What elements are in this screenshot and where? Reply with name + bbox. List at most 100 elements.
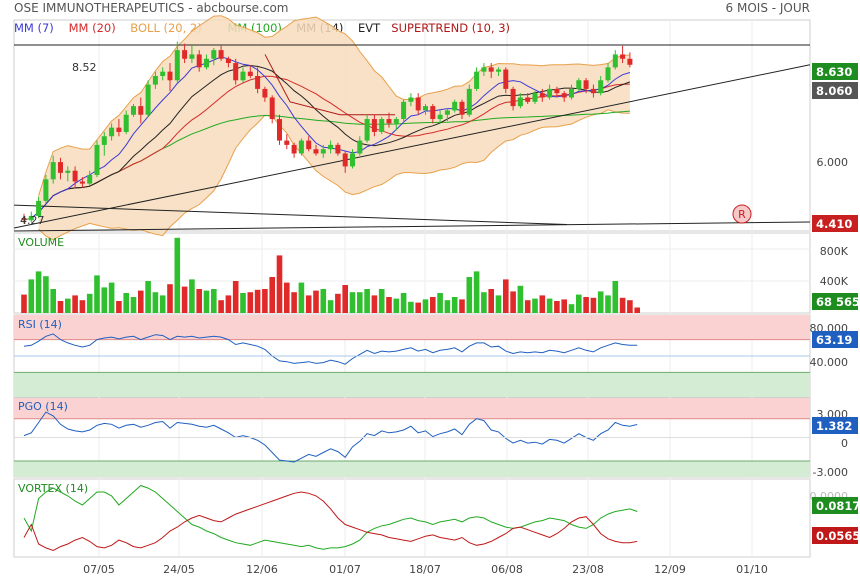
candle-body: [291, 144, 297, 154]
volume-bar: [539, 295, 546, 313]
volume-bar: [313, 290, 319, 313]
x-tick-label: 23/08: [572, 563, 604, 576]
pgo-oversold-zone: [14, 461, 810, 477]
volume-bar: [305, 295, 312, 313]
candle-body: [298, 140, 304, 154]
low-line-label: 4.27: [20, 214, 45, 227]
candle-body: [131, 106, 136, 115]
candle-body: [109, 127, 115, 137]
legend-item: BOLL (20, 2): [130, 21, 201, 35]
volume-bar: [320, 289, 327, 313]
volume-bar: [327, 300, 334, 313]
indicator-legend: MM (7)MM (20)BOLL (20, 2)MM (100)MM (14)…: [14, 21, 510, 35]
candle-body: [517, 97, 523, 107]
badge-pgo-text: 1.382: [816, 419, 852, 433]
badge-vortex-plus-text: 0.0817: [816, 499, 860, 513]
badge-low-4410-text: 4.410: [816, 217, 852, 231]
volume-bar: [269, 277, 275, 313]
volume-bar: [349, 292, 356, 313]
candle-body: [101, 136, 107, 145]
volume-bar: [79, 300, 86, 313]
volume-bar: [145, 281, 151, 313]
volume-bar: [35, 271, 42, 313]
volume-bar: [422, 299, 429, 313]
volume-bar: [364, 289, 370, 313]
volume-bar: [298, 282, 305, 313]
volume-bar: [254, 289, 261, 313]
candle-body: [87, 175, 93, 184]
candle-body: [196, 54, 202, 68]
legend-item: MM (7): [14, 21, 54, 35]
candle-body: [547, 88, 553, 98]
badge-vortex-plus: [812, 497, 858, 514]
candle-body: [474, 71, 480, 89]
candle-body: [123, 114, 129, 132]
rsi-tick-40: 40.000: [810, 356, 849, 369]
ma14-line: [38, 64, 631, 213]
candle-body: [138, 106, 144, 115]
pgo-overbought-zone: [14, 398, 810, 419]
bollinger-band-fill: [38, 15, 630, 240]
r-marker-label: R: [738, 208, 746, 221]
pgo-tick-neg3: -3.000: [813, 466, 848, 479]
volume-bar: [108, 282, 115, 313]
volume-bar: [554, 301, 560, 313]
rsi-line: [23, 333, 638, 365]
candle-body: [94, 144, 100, 176]
x-tick-label: 01/07: [329, 563, 361, 576]
candle-body: [510, 88, 516, 107]
period-label: 6 MOIS - JOUR: [726, 1, 810, 15]
x-tick-label: 12/09: [654, 563, 686, 576]
candle-body: [218, 50, 224, 59]
volume-bar: [378, 289, 385, 313]
volume-tick-400k: 400K: [820, 275, 849, 288]
volume-bar: [466, 277, 473, 313]
volume-bar: [430, 297, 436, 313]
badge-pgo: [812, 417, 858, 434]
volume-bar: [196, 289, 202, 313]
candle-body: [423, 106, 428, 111]
rising-trend-line: [13, 64, 811, 229]
badge-vortex-minus: [812, 527, 858, 544]
candle-body: [320, 149, 326, 154]
volume-bar: [101, 287, 108, 313]
pgo-panel: [14, 398, 810, 477]
volume-bar: [57, 301, 64, 313]
pgo-tick-0: 0: [841, 437, 848, 450]
bollinger-upper-line: [38, 15, 630, 196]
vortex-minus-line: [23, 491, 638, 552]
candle-body: [306, 140, 312, 150]
candle-body: [36, 200, 42, 216]
candle-body: [605, 67, 611, 81]
candle-body: [145, 84, 151, 115]
volume-bar: [400, 293, 407, 313]
candle-body: [204, 58, 209, 68]
volume-bar: [174, 237, 181, 313]
candle-body: [576, 80, 582, 89]
volume-bar: [437, 293, 443, 313]
volume-bar: [50, 289, 56, 313]
candle-body: [569, 88, 574, 98]
candle-body: [350, 153, 355, 167]
candle-body: [342, 153, 348, 167]
volume-bar: [488, 289, 494, 313]
volume-bar: [284, 282, 290, 313]
candle-body: [401, 101, 407, 120]
candle-body: [72, 170, 78, 182]
candle-body: [437, 114, 443, 120]
r-marker[interactable]: [732, 204, 752, 224]
candle-body: [79, 181, 85, 184]
candle-body: [65, 170, 71, 173]
candle-body: [364, 119, 370, 141]
volume-bar: [583, 297, 589, 313]
price-panel: [13, 15, 811, 241]
candle-body: [539, 93, 545, 98]
pgo-title: PGO (14): [18, 400, 68, 413]
legend-item: EVT: [358, 21, 381, 35]
pgo-line: [23, 411, 638, 463]
candle-body: [481, 67, 487, 72]
low-support-line: [13, 221, 811, 232]
candle-body: [152, 75, 158, 85]
